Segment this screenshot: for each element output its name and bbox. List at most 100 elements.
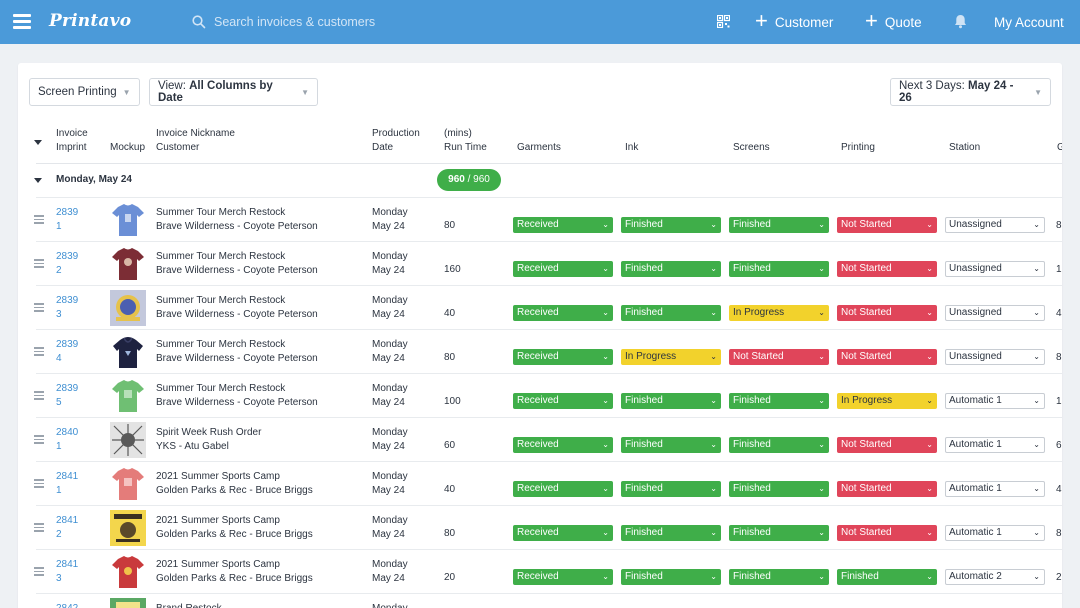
station-select[interactable]: Automatic 1 ⌄	[945, 481, 1045, 497]
table-row[interactable]: 2841 2 2021 Summer Sports Camp Golden Parks…	[18, 506, 1062, 550]
mockup-thumbnail[interactable]	[110, 246, 146, 282]
printing-status-select[interactable]: Not Started ⌄	[837, 349, 937, 365]
garments-status-select[interactable]: Received ⌄	[513, 349, 613, 365]
station-select[interactable]: Unassigned ⌄	[945, 217, 1045, 233]
screens-status-select[interactable]: Not Started ⌄	[729, 349, 829, 365]
table-row[interactable]: 2842 Brand Restock Monday	[18, 594, 1062, 608]
invoice-imprint-link[interactable]: 2839 4	[56, 339, 79, 364]
table-row[interactable]: 2839 4 Summer Tour Merch Restock Brave Wild…	[18, 330, 1062, 374]
invoice-imprint-link[interactable]: 2839 1	[56, 207, 79, 232]
garments-status-select[interactable]: Received ⌄	[513, 393, 613, 409]
table-row[interactable]: 2840 1 Spirit Week Rush Order YKS - Atu Gab…	[18, 418, 1062, 462]
screens-status-select[interactable]: Finished ⌄	[729, 525, 829, 541]
ink-status-select[interactable]: Finished ⌄	[621, 305, 721, 321]
station-select[interactable]: Unassigned ⌄	[945, 349, 1045, 365]
drag-handle-icon[interactable]	[34, 391, 44, 402]
garments-status-select[interactable]: Received ⌄	[513, 437, 613, 453]
mockup-thumbnail[interactable]	[110, 466, 146, 502]
garments-status-select[interactable]: Received ⌄	[513, 217, 613, 233]
menu-icon[interactable]	[13, 14, 31, 29]
screens-status-select[interactable]: Finished ⌄	[729, 437, 829, 453]
mockup-thumbnail[interactable]	[110, 422, 146, 458]
table-row[interactable]: 2839 2 Summer Tour Merch Restock Brave Wild…	[18, 242, 1062, 286]
drag-handle-icon[interactable]	[34, 435, 44, 446]
qr-code-icon[interactable]	[717, 15, 730, 28]
drag-handle-icon[interactable]	[34, 523, 44, 534]
drag-handle-icon[interactable]	[34, 567, 44, 578]
garments-status-select[interactable]: Received ⌄	[513, 305, 613, 321]
view-filter[interactable]: View: All Columns by Date ▼	[149, 78, 318, 106]
invoice-imprint-link[interactable]: 2841 3	[56, 559, 79, 584]
mockup-thumbnail[interactable]	[110, 378, 146, 414]
invoice-imprint-link[interactable]: 2839 2	[56, 251, 79, 276]
collapse-all-toggle[interactable]	[34, 140, 42, 145]
table-row[interactable]: 2839 3 Summer Tour Merch Restock Brave Wild…	[18, 286, 1062, 330]
printing-status-select[interactable]: Finished ⌄	[837, 569, 937, 585]
screens-status-select[interactable]: Finished ⌄	[729, 481, 829, 497]
invoice-imprint-link[interactable]: 2839 3	[56, 295, 79, 320]
screens-status-select[interactable]: Finished ⌄	[729, 261, 829, 277]
col-header-garments[interactable]: Garments	[517, 142, 561, 153]
mockup-thumbnail[interactable]	[110, 510, 146, 546]
col-header-production-date[interactable]: Production Date	[372, 128, 420, 153]
station-select[interactable]: Unassigned ⌄	[945, 305, 1045, 321]
table-row[interactable]: 2839 5 Summer Tour Merch Restock Brave Wild…	[18, 374, 1062, 418]
date-range-filter[interactable]: Next 3 Days: May 24 - 26 ▼	[890, 78, 1051, 106]
col-header-printing[interactable]: Printing	[841, 142, 875, 153]
ink-status-select[interactable]: Finished ⌄	[621, 261, 721, 277]
invoice-imprint-link[interactable]: 2839 5	[56, 383, 79, 408]
col-header-invoice[interactable]: Invoice Imprint	[56, 128, 88, 153]
ink-status-select[interactable]: Finished ⌄	[621, 437, 721, 453]
new-quote-button[interactable]: + Quote	[865, 10, 922, 32]
my-account-menu[interactable]: My Account	[994, 12, 1064, 32]
invoice-imprint-link[interactable]: 2841 1	[56, 471, 79, 496]
table-row[interactable]: 2839 1 Summer Tour Merch Restock Brave Wild…	[18, 198, 1062, 242]
mockup-thumbnail[interactable]	[110, 554, 146, 590]
invoice-imprint-link[interactable]: 2842	[56, 602, 78, 608]
new-customer-button[interactable]: + Customer	[755, 10, 833, 32]
printing-status-select[interactable]: Not Started ⌄	[837, 481, 937, 497]
drag-handle-icon[interactable]	[34, 347, 44, 358]
drag-handle-icon[interactable]	[34, 479, 44, 490]
printing-status-select[interactable]: In Progress ⌄	[837, 393, 937, 409]
table-row[interactable]: 2841 3 2021 Summer Sports Camp Golden Parks…	[18, 550, 1062, 594]
ink-status-select[interactable]: Finished ⌄	[621, 393, 721, 409]
printing-status-select[interactable]: Not Started ⌄	[837, 525, 937, 541]
station-select[interactable]: Automatic 1 ⌄	[945, 525, 1045, 541]
screens-status-select[interactable]: In Progress ⌄	[729, 305, 829, 321]
garments-status-select[interactable]: Received ⌄	[513, 481, 613, 497]
mockup-thumbnail[interactable]	[110, 202, 146, 238]
station-select[interactable]: Unassigned ⌄	[945, 261, 1045, 277]
garments-status-select[interactable]: Received ⌄	[513, 569, 613, 585]
search-input[interactable]	[214, 13, 484, 31]
group-collapse-toggle[interactable]	[34, 178, 42, 183]
printing-status-select[interactable]: Not Started ⌄	[837, 437, 937, 453]
printing-status-select[interactable]: Not Started ⌄	[837, 261, 937, 277]
invoice-imprint-link[interactable]: 2841 2	[56, 515, 79, 540]
col-header-extra[interactable]: G	[1057, 142, 1062, 153]
garments-status-select[interactable]: Received ⌄	[513, 525, 613, 541]
invoice-imprint-link[interactable]: 2840 1	[56, 427, 79, 452]
ink-status-select[interactable]: Finished ⌄	[621, 569, 721, 585]
ink-status-select[interactable]: In Progress ⌄	[621, 349, 721, 365]
printing-status-select[interactable]: Not Started ⌄	[837, 217, 937, 233]
app-logo[interactable]: Printavo	[49, 11, 132, 31]
screens-status-select[interactable]: Finished ⌄	[729, 217, 829, 233]
printing-status-select[interactable]: Not Started ⌄	[837, 305, 937, 321]
drag-handle-icon[interactable]	[34, 215, 44, 226]
screens-status-select[interactable]: Finished ⌄	[729, 393, 829, 409]
station-select[interactable]: Automatic 2 ⌄	[945, 569, 1045, 585]
search-bar[interactable]	[192, 13, 492, 31]
station-select[interactable]: Automatic 1 ⌄	[945, 437, 1045, 453]
mockup-thumbnail[interactable]	[110, 598, 146, 608]
ink-status-select[interactable]: Finished ⌄	[621, 481, 721, 497]
mockup-thumbnail[interactable]	[110, 290, 146, 326]
col-header-ink[interactable]: Ink	[625, 142, 639, 153]
drag-handle-icon[interactable]	[34, 259, 44, 270]
col-header-station[interactable]: Station	[949, 142, 981, 153]
department-filter[interactable]: Screen Printing ▼	[29, 78, 140, 106]
bell-icon[interactable]	[954, 14, 967, 29]
ink-status-select[interactable]: Finished ⌄	[621, 217, 721, 233]
col-header-nickname[interactable]: Invoice Nickname Customer	[156, 128, 235, 153]
col-header-screens[interactable]: Screens	[733, 142, 770, 153]
